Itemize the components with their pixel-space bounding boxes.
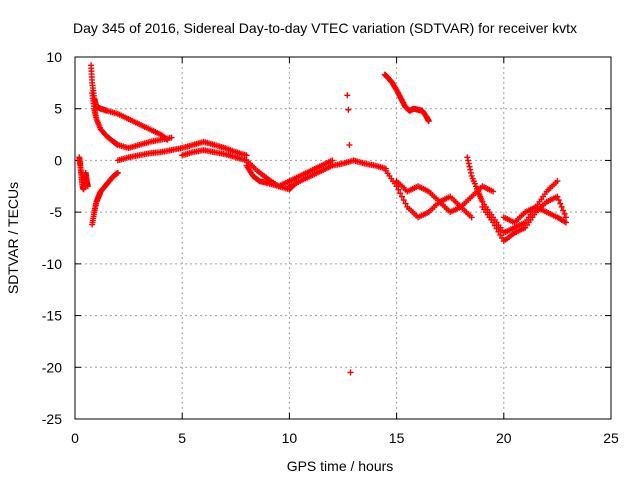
data-point-arc-6 [329, 157, 336, 164]
data-point-arc-13 [467, 166, 474, 173]
data-point-arc-13 [465, 160, 472, 167]
data-point-arc-14 [558, 203, 565, 210]
data-point-arc-10 [344, 92, 351, 99]
data-point-arc-14 [495, 228, 502, 235]
x-tick-label: 25 [603, 430, 619, 446]
data-point-arc-14 [497, 231, 504, 238]
data-point-arc-13 [466, 163, 473, 170]
y-tick-label: 5 [54, 101, 62, 117]
data-point-arc-15 [562, 219, 569, 226]
y-tick-label: -5 [50, 204, 63, 220]
data-point-arc-14 [562, 214, 569, 221]
y-tick-label: 10 [46, 49, 62, 65]
data-point-arc-14 [561, 210, 568, 217]
x-tick-label: 20 [496, 430, 512, 446]
data-point-arc-13 [554, 178, 561, 185]
x-tick-label: 0 [71, 430, 79, 446]
y-tick-label: -20 [42, 359, 62, 375]
data-point-arc-11 [395, 186, 402, 193]
data-point-arc-10 [346, 141, 353, 148]
data-point-arc-11 [393, 183, 400, 190]
data-point-arc-14 [560, 207, 567, 214]
y-tick-label: 0 [54, 152, 62, 168]
data-point-arc-14 [491, 222, 498, 229]
axis-ticks [74, 56, 612, 420]
y-axis-label: SDTVAR / TECUs [5, 182, 21, 294]
data-point-arc-1 [84, 183, 91, 190]
data-point-arc-5 [243, 152, 250, 159]
data-point-arc-14 [554, 193, 561, 200]
data-point-arc-9 [425, 118, 432, 125]
x-tick-label: 15 [389, 430, 405, 446]
data-point-arc-11 [400, 197, 407, 204]
x-axis-label: GPS time / hours [287, 458, 394, 474]
data-points [76, 62, 569, 376]
data-point-arc-11 [398, 193, 405, 200]
data-point-arc-12 [490, 188, 497, 195]
data-point-arc-11 [468, 214, 475, 221]
data-point-arc-14 [490, 219, 497, 226]
data-point-arc-11 [402, 200, 409, 207]
data-point-arc-10 [345, 106, 352, 113]
x-tick-label: 10 [282, 430, 298, 446]
data-point-arc-13 [465, 157, 472, 164]
grid-lines [75, 57, 611, 419]
data-point-arc-14 [555, 197, 562, 204]
data-point-arc-14 [499, 235, 506, 241]
x-tick-label: 5 [178, 430, 186, 446]
y-tick-label: -25 [42, 411, 62, 427]
data-point-arc-13 [467, 169, 474, 176]
data-point-arc-4 [114, 169, 121, 176]
chart-title: Day 345 of 2016, Sidereal Day-to-day VTE… [73, 20, 577, 36]
data-point-arc-13 [464, 154, 471, 161]
data-point-arc-3 [168, 134, 175, 141]
y-tick-label: -15 [42, 308, 62, 324]
data-point-arc-11 [397, 190, 404, 197]
data-point-arc-10 [347, 369, 354, 376]
data-point-arc-14 [557, 200, 564, 207]
x-tick-labels: 0 5 10 15 20 25 [71, 430, 619, 446]
data-point-arc-14 [493, 225, 500, 232]
y-tick-labels: -25 -20 -15 -10 -5 0 5 10 [42, 49, 62, 427]
plot-frame [74, 56, 612, 420]
y-tick-label: -10 [42, 256, 62, 272]
